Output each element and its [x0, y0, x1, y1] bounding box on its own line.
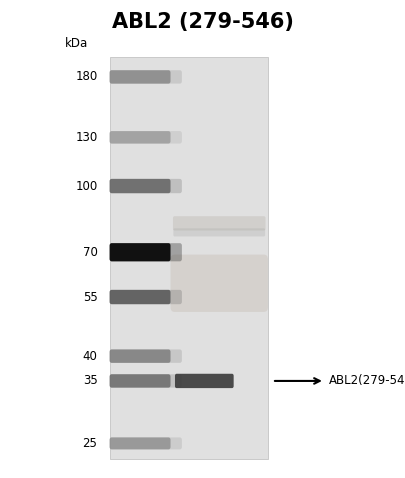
FancyBboxPatch shape [173, 228, 264, 237]
Bar [109, 57, 267, 459]
Text: 40: 40 [82, 349, 97, 363]
FancyBboxPatch shape [170, 255, 267, 312]
FancyBboxPatch shape [109, 349, 181, 363]
Text: ABL2(279-546): ABL2(279-546) [328, 374, 405, 388]
FancyBboxPatch shape [109, 374, 170, 388]
Text: 180: 180 [75, 70, 97, 84]
Text: 70: 70 [82, 246, 97, 259]
FancyBboxPatch shape [109, 131, 181, 143]
Text: ABL2 (279-546): ABL2 (279-546) [112, 11, 293, 32]
Text: 25: 25 [82, 437, 97, 450]
FancyBboxPatch shape [109, 243, 170, 261]
FancyBboxPatch shape [109, 437, 181, 449]
Text: 100: 100 [75, 180, 97, 193]
Text: 55: 55 [83, 291, 97, 304]
FancyBboxPatch shape [109, 243, 181, 261]
FancyBboxPatch shape [109, 290, 181, 304]
FancyBboxPatch shape [109, 179, 170, 193]
Text: 35: 35 [83, 374, 97, 388]
FancyBboxPatch shape [109, 70, 181, 84]
FancyBboxPatch shape [109, 131, 170, 143]
FancyBboxPatch shape [173, 216, 265, 230]
Text: 130: 130 [75, 131, 97, 144]
FancyBboxPatch shape [109, 374, 181, 388]
FancyBboxPatch shape [109, 349, 170, 363]
Text: kDa: kDa [65, 36, 88, 50]
FancyBboxPatch shape [109, 437, 170, 449]
FancyBboxPatch shape [109, 179, 181, 193]
FancyBboxPatch shape [109, 70, 170, 84]
FancyBboxPatch shape [175, 374, 233, 388]
FancyBboxPatch shape [109, 290, 170, 304]
